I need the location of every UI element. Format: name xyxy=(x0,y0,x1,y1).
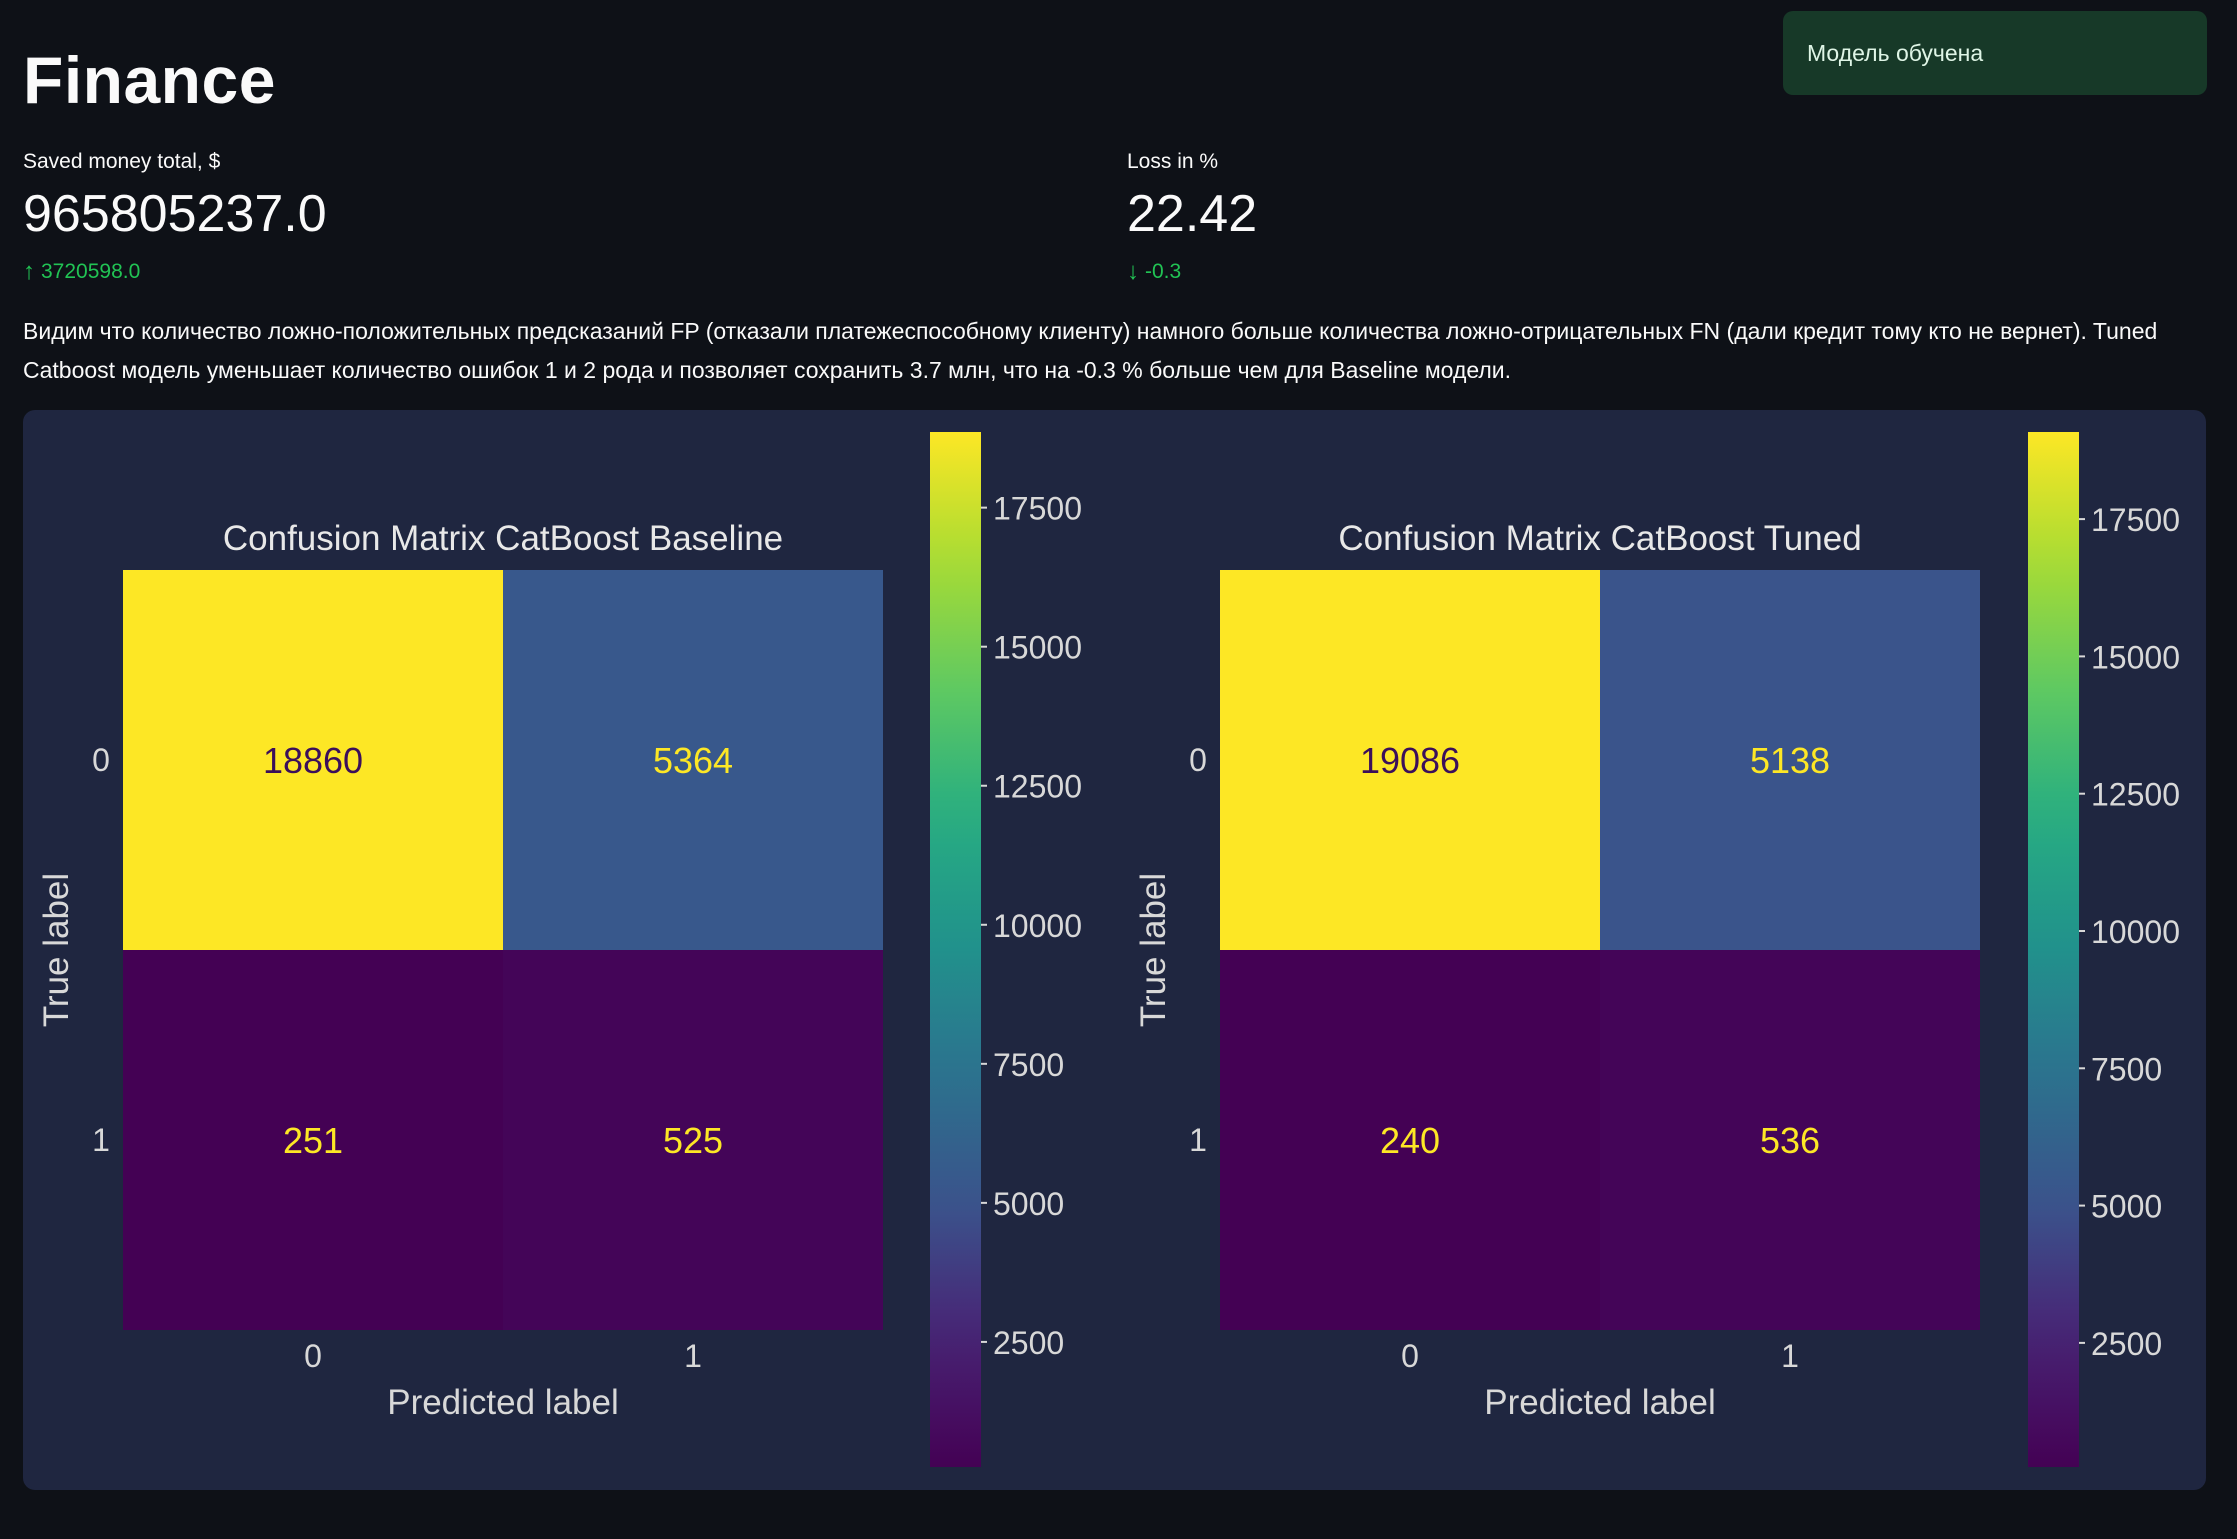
colorbar-tick-label: 5000 xyxy=(2091,1189,2162,1225)
metric-delta-value: -0.3 xyxy=(1145,260,1182,283)
metric-saved-money: Saved money total, $ 965805237.0 ↑ 37205… xyxy=(23,150,327,284)
y-tick-label: 1 xyxy=(92,1122,110,1158)
cell-value-label: 536 xyxy=(1760,1120,1820,1161)
cell-value-label: 5138 xyxy=(1750,740,1830,781)
colorbar-tick-label: 2500 xyxy=(993,1325,1064,1361)
metric-delta: ↓ -0.3 xyxy=(1127,260,1257,284)
y-tick-label: 1 xyxy=(1189,1122,1207,1158)
cell-value-label: 251 xyxy=(283,1120,343,1161)
colorbar-tick-label: 2500 xyxy=(2091,1326,2162,1362)
heatmap-cell xyxy=(1220,950,1600,1330)
heatmap-cell xyxy=(1600,950,1980,1330)
heatmap-cell xyxy=(1600,570,1980,950)
confusion-matrices-svg: Confusion Matrix CatBoost Baseline 18860 5… xyxy=(37,432,2180,1467)
x-tick-label: 1 xyxy=(1781,1338,1799,1374)
colorbar xyxy=(2028,432,2079,1467)
heatmap-cell xyxy=(1220,570,1600,950)
colorbar-tick-label: 10000 xyxy=(993,908,1082,944)
colorbar-tick-label: 15000 xyxy=(2091,639,2180,675)
metric-value: 965805237.0 xyxy=(23,185,327,243)
cell-value-label: 5364 xyxy=(653,740,733,781)
y-axis-label: True label xyxy=(37,873,76,1027)
colorbar-tick-label: 7500 xyxy=(993,1047,1064,1083)
metric-loss: Loss in % 22.42 ↓ -0.3 xyxy=(1127,150,1257,284)
colorbar-tick-label: 17500 xyxy=(2091,502,2180,538)
colorbar-tick-label: 17500 xyxy=(993,491,1082,527)
x-tick-label: 1 xyxy=(684,1338,702,1374)
y-tick-label: 0 xyxy=(92,742,110,778)
chart-title: Confusion Matrix CatBoost Tuned xyxy=(1338,519,1861,558)
toast-notification[interactable]: Модель обучена xyxy=(1783,11,2207,95)
colorbar xyxy=(930,432,981,1467)
toast-message: Модель обучена xyxy=(1807,39,1984,66)
chart-title: Confusion Matrix CatBoost Baseline xyxy=(223,519,783,558)
y-tick-label: 0 xyxy=(1189,742,1207,778)
description-text: Видим что количество ложно-положительных… xyxy=(23,318,2158,383)
colorbar-tick-label: 12500 xyxy=(993,769,1082,805)
cell-value-label: 240 xyxy=(1380,1120,1440,1161)
cell-value-label: 525 xyxy=(663,1120,723,1161)
x-axis-label: Predicted label xyxy=(387,1383,619,1422)
metric-label: Saved money total, $ xyxy=(23,150,221,173)
colorbar-tick-label: 15000 xyxy=(993,630,1082,666)
confusion-matrices-figure: Confusion Matrix CatBoost Baseline 18860 5… xyxy=(23,410,2206,1490)
arrow-down-icon: ↓ xyxy=(1127,258,1139,285)
page-title: Finance xyxy=(23,43,276,117)
metric-delta: ↑ 3720598.0 xyxy=(23,260,327,284)
x-axis-label: Predicted label xyxy=(1484,1383,1716,1422)
y-axis-label: True label xyxy=(1134,873,1173,1027)
heatmap-cell xyxy=(123,570,503,950)
x-tick-label: 0 xyxy=(304,1338,322,1374)
colorbar-tick-label: 7500 xyxy=(2091,1051,2162,1087)
heatmap-cell xyxy=(503,570,883,950)
cell-value-label: 18860 xyxy=(263,740,363,781)
colorbar-tick-label: 12500 xyxy=(2091,777,2180,813)
x-tick-label: 0 xyxy=(1401,1338,1419,1374)
heatmap-cell xyxy=(503,950,883,1330)
colorbar-tick-label: 10000 xyxy=(2091,914,2180,950)
metric-value: 22.42 xyxy=(1127,185,1258,243)
metric-label: Loss in % xyxy=(1127,150,1219,173)
arrow-up-icon: ↑ xyxy=(23,258,35,285)
colorbar-tick-label: 5000 xyxy=(993,1186,1064,1222)
cell-value-label: 19086 xyxy=(1360,740,1460,781)
metric-delta-value: 3720598.0 xyxy=(41,260,141,283)
heatmap-cell xyxy=(123,950,503,1330)
